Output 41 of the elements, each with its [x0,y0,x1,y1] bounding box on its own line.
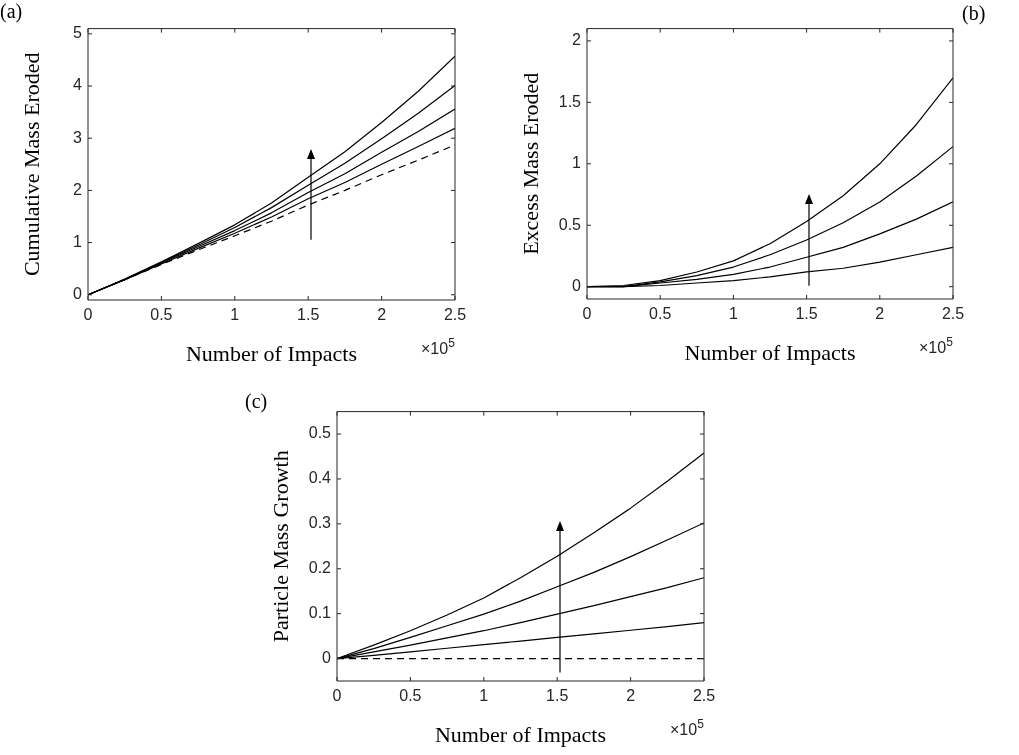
x-tick-label: 2.5 [443,306,467,324]
x-tick-label: 1 [479,687,489,705]
x-tick-label: 0.5 [150,306,173,324]
chart-title: (b) [962,2,986,25]
y-tick-label: 0 [572,277,582,295]
y-tick-label: 0.5 [558,215,582,233]
y-tick-label: 0.4 [308,469,332,487]
chart-title: (c) [245,390,268,413]
y-tick-label: 0 [322,648,332,666]
x-tick-label: 2.5 [941,305,965,323]
x-tick-label: 2 [875,305,885,323]
y-tick-label: 1.5 [558,92,582,110]
x-tick-label: 2 [377,306,387,324]
y-tick-label: 0.1 [308,604,332,622]
y-tick-label: 4 [73,76,83,94]
chart-title: (a) [0,0,23,23]
x-tick-label: 1.5 [546,687,569,705]
y-axis-title: Cumulative Mass Eroded [18,52,44,277]
x-axis-title: Number of Impacts [185,340,358,366]
x-tick-label: 2.5 [692,687,716,705]
y-tick-label: 2 [73,180,83,198]
x-tick-label: 1 [230,306,240,324]
y-tick-label: 5 [73,24,83,42]
x-tick-label: 0.5 [649,305,672,323]
y-tick-label: 1 [572,154,582,172]
x-axis-title: Number of Impacts [434,721,607,747]
y-axis-title: Particle Mass Growth [267,450,293,643]
y-tick-label: 0.3 [308,514,332,532]
y-tick-label: 1 [73,232,83,250]
x-tick-label: 1.5 [795,305,818,323]
x-axis-title: Number of Impacts [684,339,856,365]
y-tick-label: 0 [73,285,83,303]
y-tick-label: 0.2 [308,559,332,577]
y-tick-label: 0.5 [308,424,332,442]
y-tick-label: 2 [572,31,582,49]
x-tick-label: 2 [626,687,636,705]
y-axis-title: Excess Mass Eroded [517,72,543,255]
x-tick-label: 1 [728,305,738,323]
x-tick-label: 0.5 [399,687,422,705]
y-tick-label: 3 [73,128,83,146]
x-tick-label: 1.5 [297,306,320,324]
